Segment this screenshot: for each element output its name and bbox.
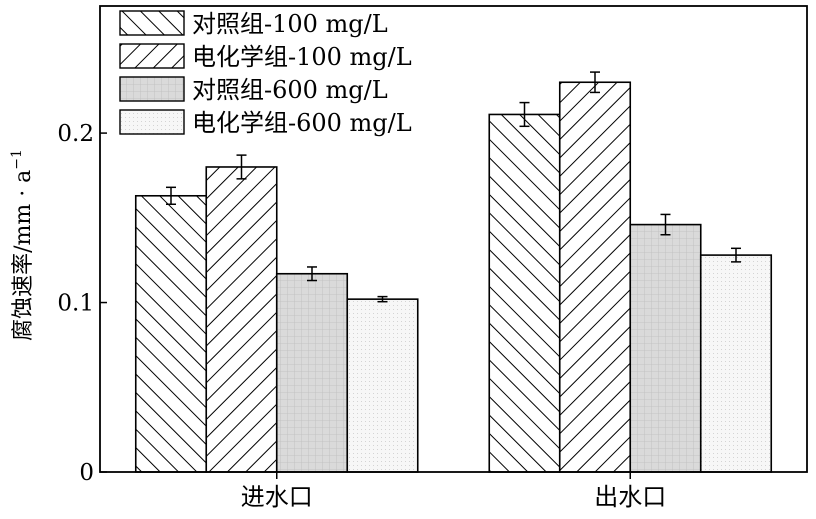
bars-layer xyxy=(134,81,773,473)
bar-2-4 xyxy=(699,254,773,473)
y-tick-label-3: 0.2 xyxy=(57,121,94,147)
legend: 对照组-100 mg/L 电化学组-100 mg/L 对照组-600 mg/L 电化学… xyxy=(119,10,412,137)
x-tick-label-1: 进水口 xyxy=(241,483,313,511)
legend-label-3: 对照组-600 mg/L xyxy=(192,76,388,104)
y-axis-label-superscript: −1 xyxy=(9,149,25,170)
bar-1-4 xyxy=(346,298,419,473)
legend-swatch-1 xyxy=(119,10,185,36)
axes-layer: 进水口 出水口 0 0.1 0.2 xyxy=(57,5,808,511)
x-tick-label-2: 出水口 xyxy=(594,483,666,511)
plot-frame xyxy=(99,5,808,473)
legend-swatch-2 xyxy=(119,43,185,69)
y-tick-label-1: 0 xyxy=(79,460,94,486)
bar-2-2 xyxy=(558,81,632,473)
y-tick-label-2: 0.1 xyxy=(57,291,94,317)
legend-swatch-3 xyxy=(119,76,185,102)
legend-label-4: 电化学组-600 mg/L xyxy=(192,109,412,137)
y-axis-label: 腐蚀速率/mm · a−1 xyxy=(9,149,36,341)
y-axis-title: 腐蚀速率/mm · a−1 xyxy=(9,149,36,341)
bar-2-1 xyxy=(488,113,561,473)
bar-2-3 xyxy=(629,223,702,473)
bar-1-1 xyxy=(134,194,208,473)
bar-1-3 xyxy=(275,272,349,473)
error-bars-layer xyxy=(166,71,741,303)
legend-label-1: 对照组-100 mg/L xyxy=(192,10,388,38)
bar-1-2 xyxy=(205,166,278,473)
y-axis-label-text: 腐蚀速率/mm · a xyxy=(11,170,36,341)
legend-label-2: 电化学组-100 mg/L xyxy=(192,43,412,71)
legend-swatch-4 xyxy=(119,109,185,135)
